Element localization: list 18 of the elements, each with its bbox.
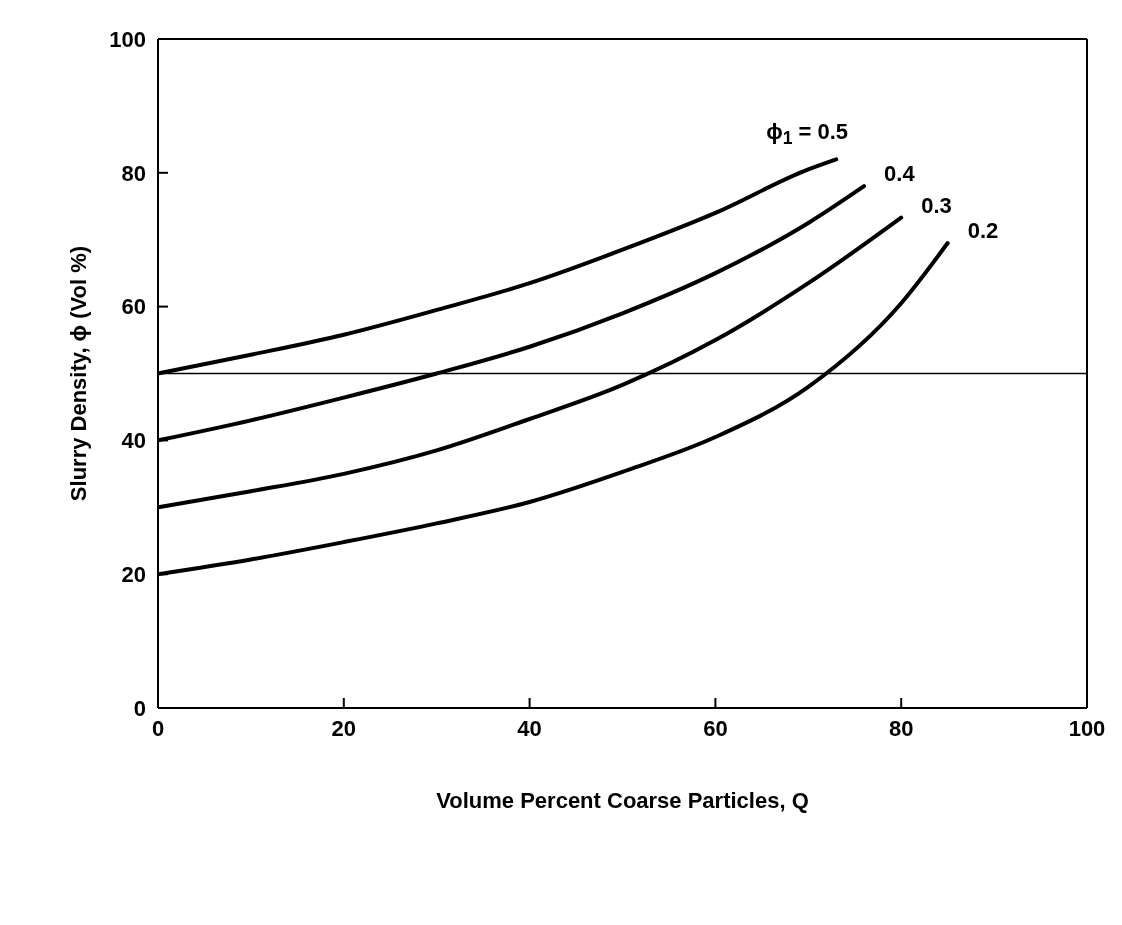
x-axis-title: Volume Percent Coarse Particles, Q xyxy=(436,788,809,813)
series-label: 0.2 xyxy=(967,218,999,244)
x-tick-label: 20 xyxy=(331,715,357,741)
x-tick-label: 100 xyxy=(1068,715,1106,741)
y-tick-label: 0 xyxy=(133,695,146,721)
y-tick-label: 80 xyxy=(121,160,146,186)
x-tick-label: 80 xyxy=(888,715,914,741)
series-label: ϕ$_{1}$ = 0.5 xyxy=(766,119,849,149)
series-label: 0.3 xyxy=(921,192,952,218)
x-tick-label: 60 xyxy=(703,715,728,741)
y-tick-label: 60 xyxy=(121,294,146,320)
y-tick-label: 40 xyxy=(121,428,146,454)
x-tick-label: 0 xyxy=(151,715,165,741)
series-label: 0.4 xyxy=(884,161,916,187)
y-tick-label: 20 xyxy=(121,562,146,588)
x-tick-label: 40 xyxy=(517,715,542,741)
y-tick-label: 100 xyxy=(109,26,146,52)
y-axis-title: Slurry Density, ϕ (Vol %) xyxy=(65,245,91,502)
